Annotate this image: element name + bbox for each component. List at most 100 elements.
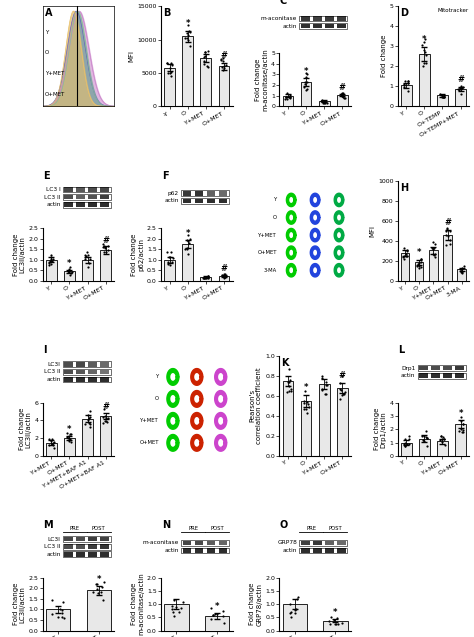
Point [103,417,111,427]
Text: Y: Y [274,197,277,203]
Bar [443,366,452,370]
Text: #: # [220,264,228,273]
Bar [195,541,203,545]
Point [288,606,295,617]
Bar [337,388,348,456]
Text: LC3 II: LC3 II [44,544,61,549]
Polygon shape [167,369,179,385]
Bar [419,438,430,456]
Point [401,441,409,451]
Point [458,427,465,437]
Point [401,438,409,448]
Point [300,82,308,92]
Point [182,33,189,43]
Point [169,254,176,264]
Point [81,419,89,429]
Point [166,62,173,73]
Text: p62: p62 [168,190,179,196]
Point [457,264,465,275]
Bar [300,24,347,29]
Polygon shape [191,369,203,385]
Text: Drp1: Drp1 [401,366,416,371]
Point [204,271,212,282]
Point [200,56,208,66]
Point [441,440,449,450]
Bar [76,369,85,374]
Text: *: * [185,229,190,238]
Point [429,249,437,259]
Point [338,618,346,628]
Bar [301,16,310,21]
Point [404,76,412,87]
Text: D: D [400,8,408,18]
Point [339,389,347,399]
Point [98,582,106,592]
Bar [164,604,189,631]
Point [403,246,411,256]
Bar [301,548,310,553]
Point [183,245,191,255]
Text: O: O [280,520,288,530]
Text: LAMP1: LAMP1 [187,357,206,362]
Point [48,252,55,262]
Point [48,595,56,605]
Point [100,412,107,422]
Bar [283,381,293,456]
Point [218,62,225,72]
Point [327,619,334,629]
Point [338,90,346,101]
Text: B: B [163,8,171,18]
Point [47,250,55,260]
Point [456,85,463,95]
Point [458,264,466,274]
Point [204,271,211,281]
Point [99,239,107,249]
Text: 3-MA: 3-MA [264,268,277,273]
Point [400,252,408,262]
Point [93,584,101,594]
Bar [401,253,410,281]
Point [221,63,228,73]
Point [168,257,176,268]
Polygon shape [310,193,320,206]
Text: DAPI: DAPI [309,182,322,187]
Point [58,605,65,615]
Bar [181,190,229,196]
Polygon shape [334,211,344,224]
Point [163,59,171,69]
Point [46,259,53,269]
Point [102,411,109,421]
Point [186,27,194,37]
Point [58,612,65,622]
Point [404,76,411,86]
Point [294,592,301,602]
Text: #: # [339,83,346,92]
Point [303,84,310,94]
Point [86,254,93,264]
Point [99,418,107,428]
Bar [100,362,109,366]
Point [220,61,228,71]
Point [283,92,290,103]
Point [85,258,93,268]
Bar [300,548,347,554]
Point [318,96,326,106]
Point [459,419,467,429]
Y-axis label: Fold change
LC3II/actin: Fold change LC3II/actin [13,233,26,276]
Bar [64,362,73,366]
Point [339,88,347,98]
Bar [89,377,97,382]
Point [341,387,349,397]
Text: PRE: PRE [188,526,198,531]
Point [446,239,454,249]
Bar [89,537,97,541]
Polygon shape [191,413,203,429]
Bar [100,369,109,374]
Point [401,441,409,451]
Point [337,89,345,99]
Text: actin: actin [164,199,179,203]
Bar [82,260,93,281]
Point [442,225,450,236]
Text: actin: actin [46,377,61,382]
Point [318,373,326,383]
